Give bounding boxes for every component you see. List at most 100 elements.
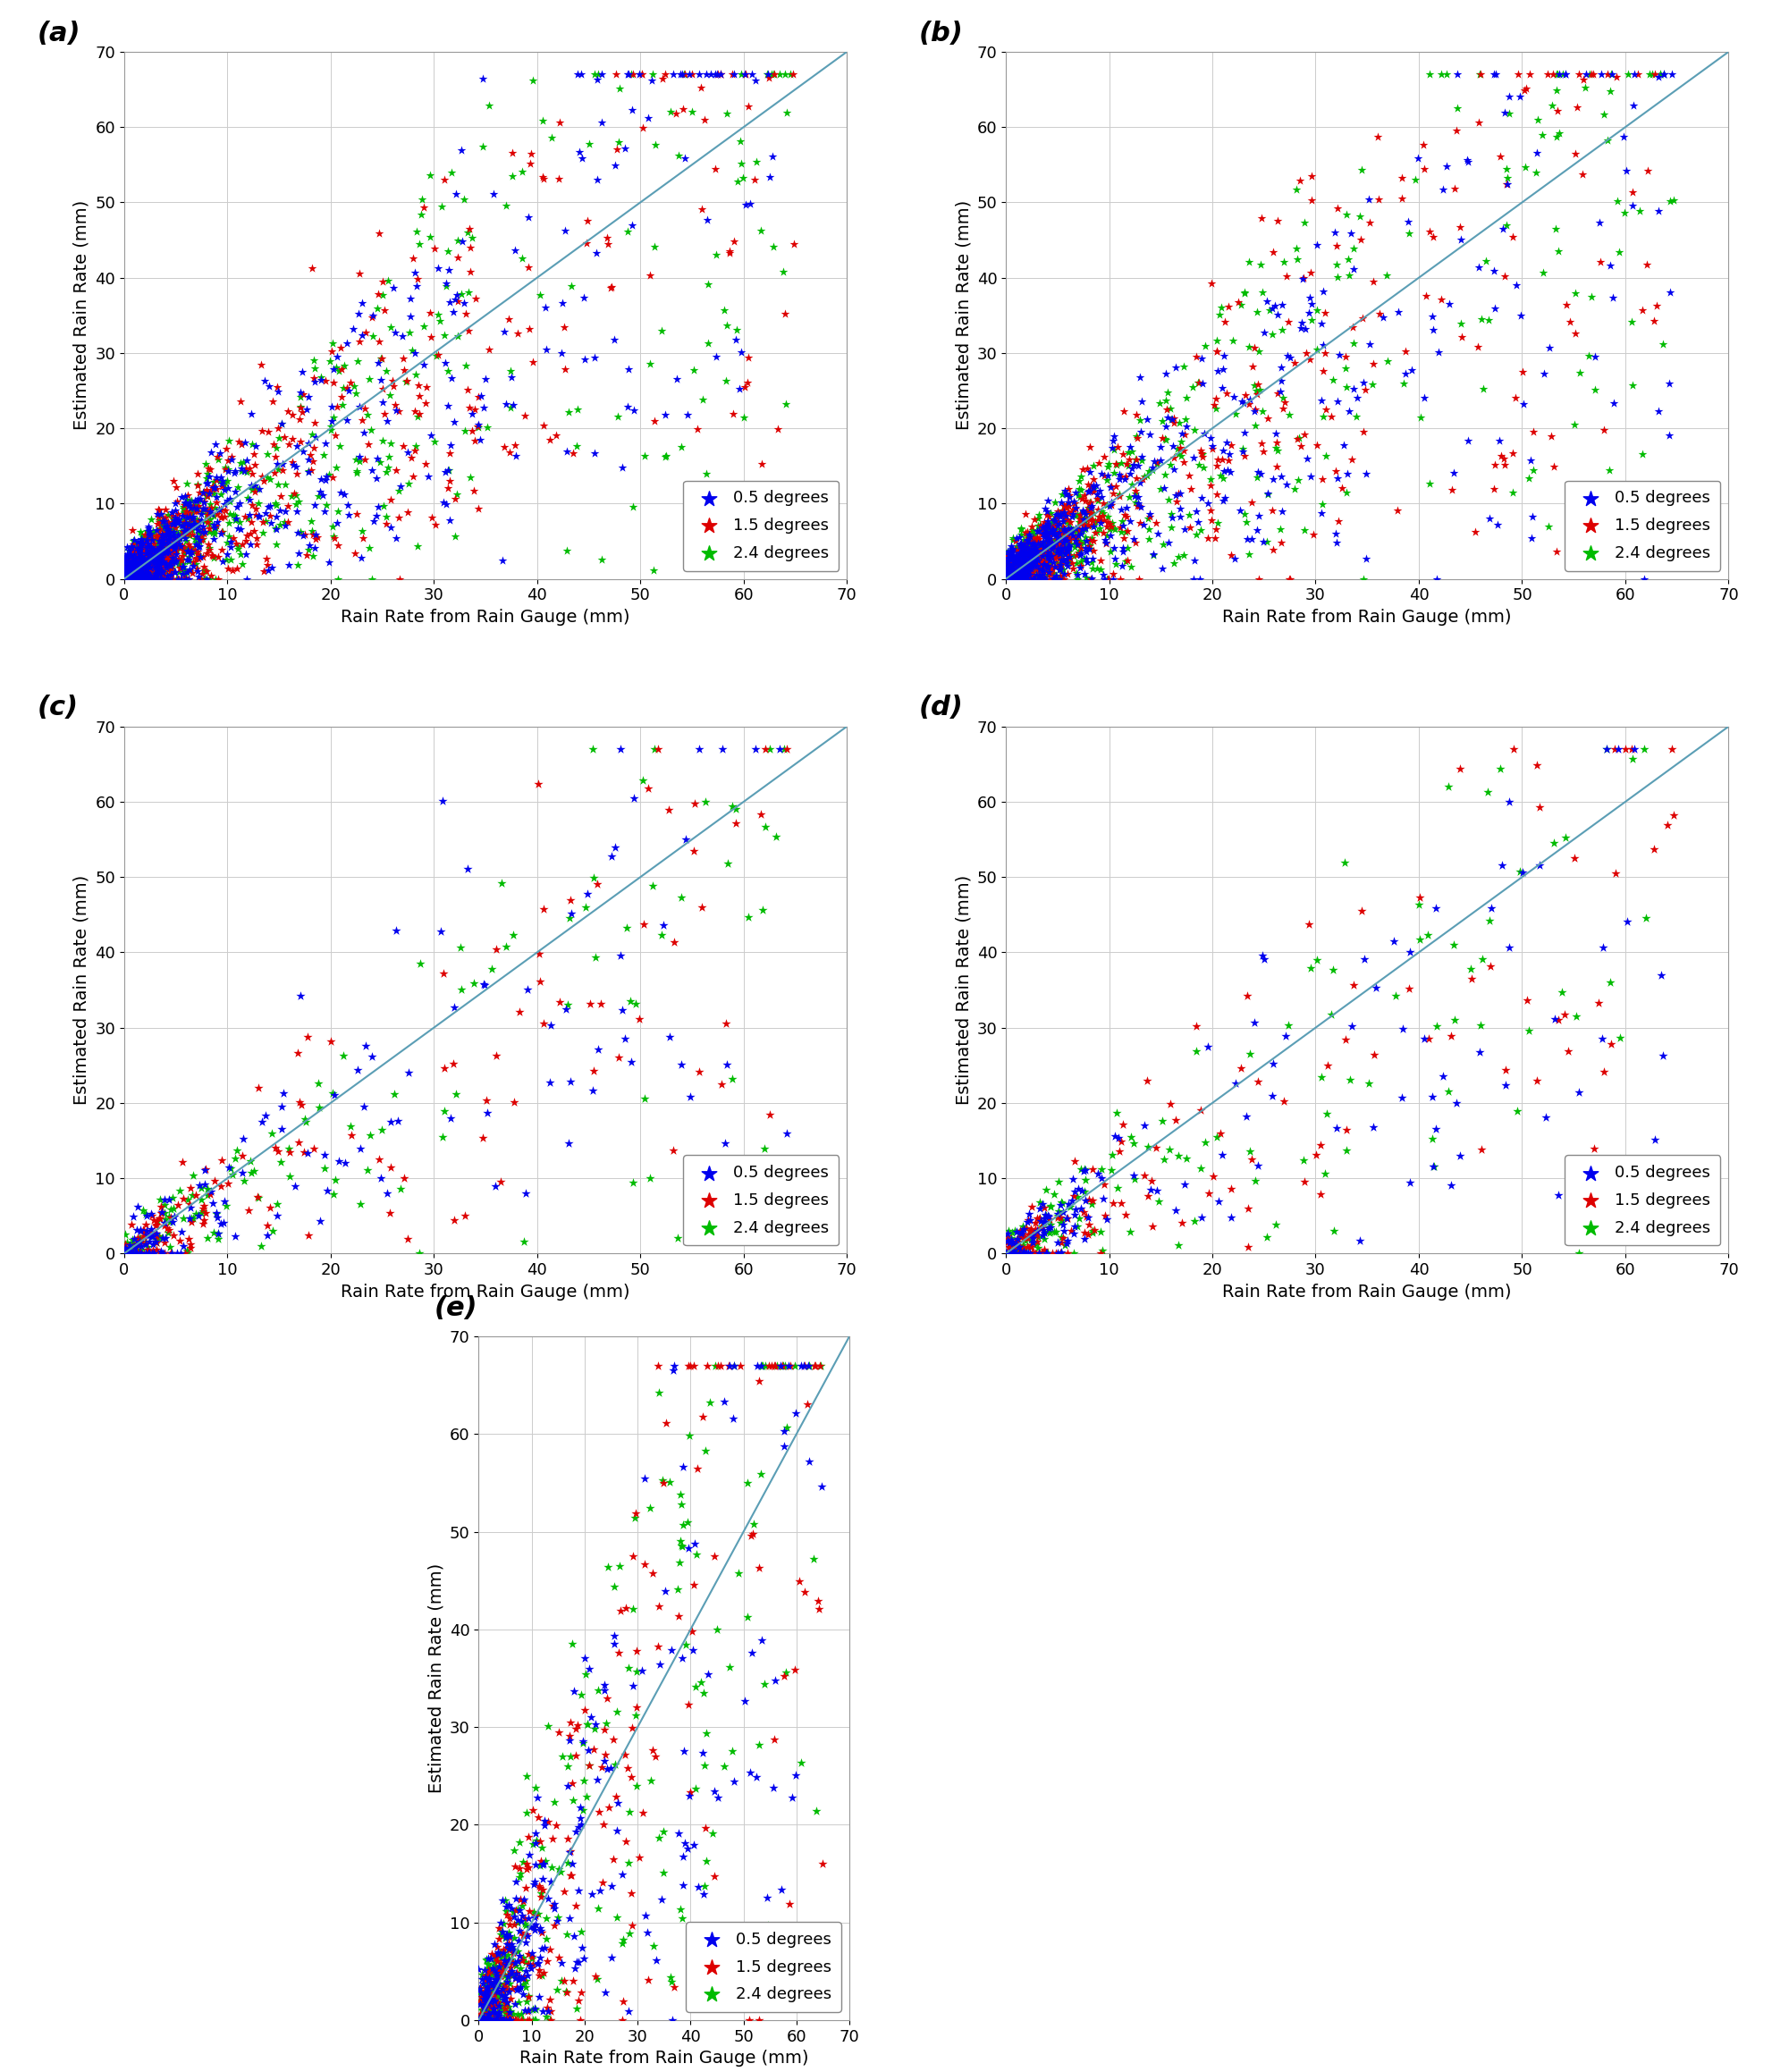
2.4 degrees bbox=[1012, 537, 1040, 570]
2.4 degrees bbox=[113, 1227, 142, 1260]
2.4 degrees bbox=[144, 562, 172, 595]
1.5 degrees bbox=[1113, 545, 1141, 578]
2.4 degrees bbox=[507, 1997, 535, 2031]
1.5 degrees bbox=[119, 562, 147, 595]
1.5 degrees bbox=[328, 379, 356, 412]
2.4 degrees bbox=[1045, 518, 1074, 551]
2.4 degrees bbox=[1006, 1220, 1035, 1254]
0.5 degrees bbox=[509, 1962, 537, 1995]
1.5 degrees bbox=[734, 342, 762, 375]
2.4 degrees bbox=[998, 522, 1026, 555]
2.4 degrees bbox=[170, 514, 198, 547]
0.5 degrees bbox=[136, 551, 165, 584]
2.4 degrees bbox=[1001, 539, 1030, 572]
2.4 degrees bbox=[128, 543, 156, 576]
0.5 degrees bbox=[1010, 555, 1038, 588]
0.5 degrees bbox=[147, 562, 175, 595]
0.5 degrees bbox=[142, 545, 170, 578]
1.5 degrees bbox=[680, 787, 709, 821]
0.5 degrees bbox=[1017, 562, 1045, 595]
0.5 degrees bbox=[1421, 891, 1449, 924]
0.5 degrees bbox=[115, 549, 144, 582]
0.5 degrees bbox=[110, 562, 138, 595]
2.4 degrees bbox=[509, 1225, 537, 1258]
2.4 degrees bbox=[1205, 460, 1233, 493]
2.4 degrees bbox=[1006, 547, 1035, 580]
2.4 degrees bbox=[147, 535, 175, 568]
2.4 degrees bbox=[1040, 1214, 1069, 1247]
0.5 degrees bbox=[477, 2004, 505, 2037]
2.4 degrees bbox=[1028, 1237, 1056, 1270]
0.5 degrees bbox=[115, 1229, 144, 1262]
0.5 degrees bbox=[500, 1900, 528, 1933]
2.4 degrees bbox=[175, 489, 204, 522]
1.5 degrees bbox=[806, 1349, 835, 1382]
1.5 degrees bbox=[484, 1975, 512, 2008]
1.5 degrees bbox=[558, 437, 587, 470]
0.5 degrees bbox=[535, 1065, 563, 1098]
0.5 degrees bbox=[1028, 512, 1056, 545]
0.5 degrees bbox=[471, 1979, 500, 2012]
1.5 degrees bbox=[1019, 522, 1047, 555]
1.5 degrees bbox=[1240, 394, 1269, 427]
0.5 degrees bbox=[147, 562, 175, 595]
2.4 degrees bbox=[200, 477, 229, 510]
1.5 degrees bbox=[1405, 881, 1434, 914]
2.4 degrees bbox=[464, 410, 493, 443]
1.5 degrees bbox=[643, 1631, 672, 1664]
0.5 degrees bbox=[1006, 526, 1035, 559]
2.4 degrees bbox=[455, 460, 484, 493]
1.5 degrees bbox=[1010, 528, 1038, 562]
1.5 degrees bbox=[455, 232, 484, 265]
1.5 degrees bbox=[992, 1220, 1021, 1254]
0.5 degrees bbox=[1178, 562, 1207, 595]
2.4 degrees bbox=[110, 1237, 138, 1270]
0.5 degrees bbox=[618, 93, 647, 126]
2.4 degrees bbox=[1180, 1204, 1209, 1237]
1.5 degrees bbox=[1017, 510, 1045, 543]
2.4 degrees bbox=[480, 1958, 509, 1991]
0.5 degrees bbox=[620, 394, 649, 427]
1.5 degrees bbox=[372, 508, 400, 541]
2.4 degrees bbox=[124, 547, 152, 580]
0.5 degrees bbox=[381, 522, 409, 555]
2.4 degrees bbox=[1063, 464, 1092, 497]
2.4 degrees bbox=[491, 1921, 519, 1954]
0.5 degrees bbox=[998, 533, 1026, 566]
0.5 degrees bbox=[493, 387, 521, 421]
1.5 degrees bbox=[232, 518, 260, 551]
1.5 degrees bbox=[323, 390, 351, 423]
0.5 degrees bbox=[510, 1993, 539, 2026]
2.4 degrees bbox=[165, 545, 193, 578]
2.4 degrees bbox=[1180, 414, 1209, 448]
0.5 degrees bbox=[156, 528, 184, 562]
1.5 degrees bbox=[119, 533, 147, 566]
1.5 degrees bbox=[120, 1231, 149, 1264]
2.4 degrees bbox=[415, 157, 443, 191]
2.4 degrees bbox=[587, 543, 615, 576]
0.5 degrees bbox=[207, 468, 236, 501]
2.4 degrees bbox=[1017, 545, 1045, 578]
1.5 degrees bbox=[998, 562, 1026, 595]
1.5 degrees bbox=[530, 162, 558, 195]
2.4 degrees bbox=[1019, 535, 1047, 568]
0.5 degrees bbox=[1060, 485, 1088, 518]
2.4 degrees bbox=[376, 379, 404, 412]
1.5 degrees bbox=[1006, 1220, 1035, 1254]
1.5 degrees bbox=[1014, 562, 1042, 595]
0.5 degrees bbox=[156, 562, 184, 595]
2.4 degrees bbox=[113, 562, 142, 595]
2.4 degrees bbox=[526, 1848, 555, 1881]
1.5 degrees bbox=[1015, 557, 1044, 591]
1.5 degrees bbox=[1051, 535, 1079, 568]
0.5 degrees bbox=[361, 499, 390, 533]
1.5 degrees bbox=[1109, 522, 1138, 555]
2.4 degrees bbox=[213, 526, 241, 559]
2.4 degrees bbox=[1331, 352, 1359, 385]
0.5 degrees bbox=[1058, 1183, 1086, 1216]
2.4 degrees bbox=[156, 533, 184, 566]
0.5 degrees bbox=[115, 562, 144, 595]
2.4 degrees bbox=[268, 408, 296, 441]
0.5 degrees bbox=[124, 549, 152, 582]
1.5 degrees bbox=[191, 1196, 220, 1229]
